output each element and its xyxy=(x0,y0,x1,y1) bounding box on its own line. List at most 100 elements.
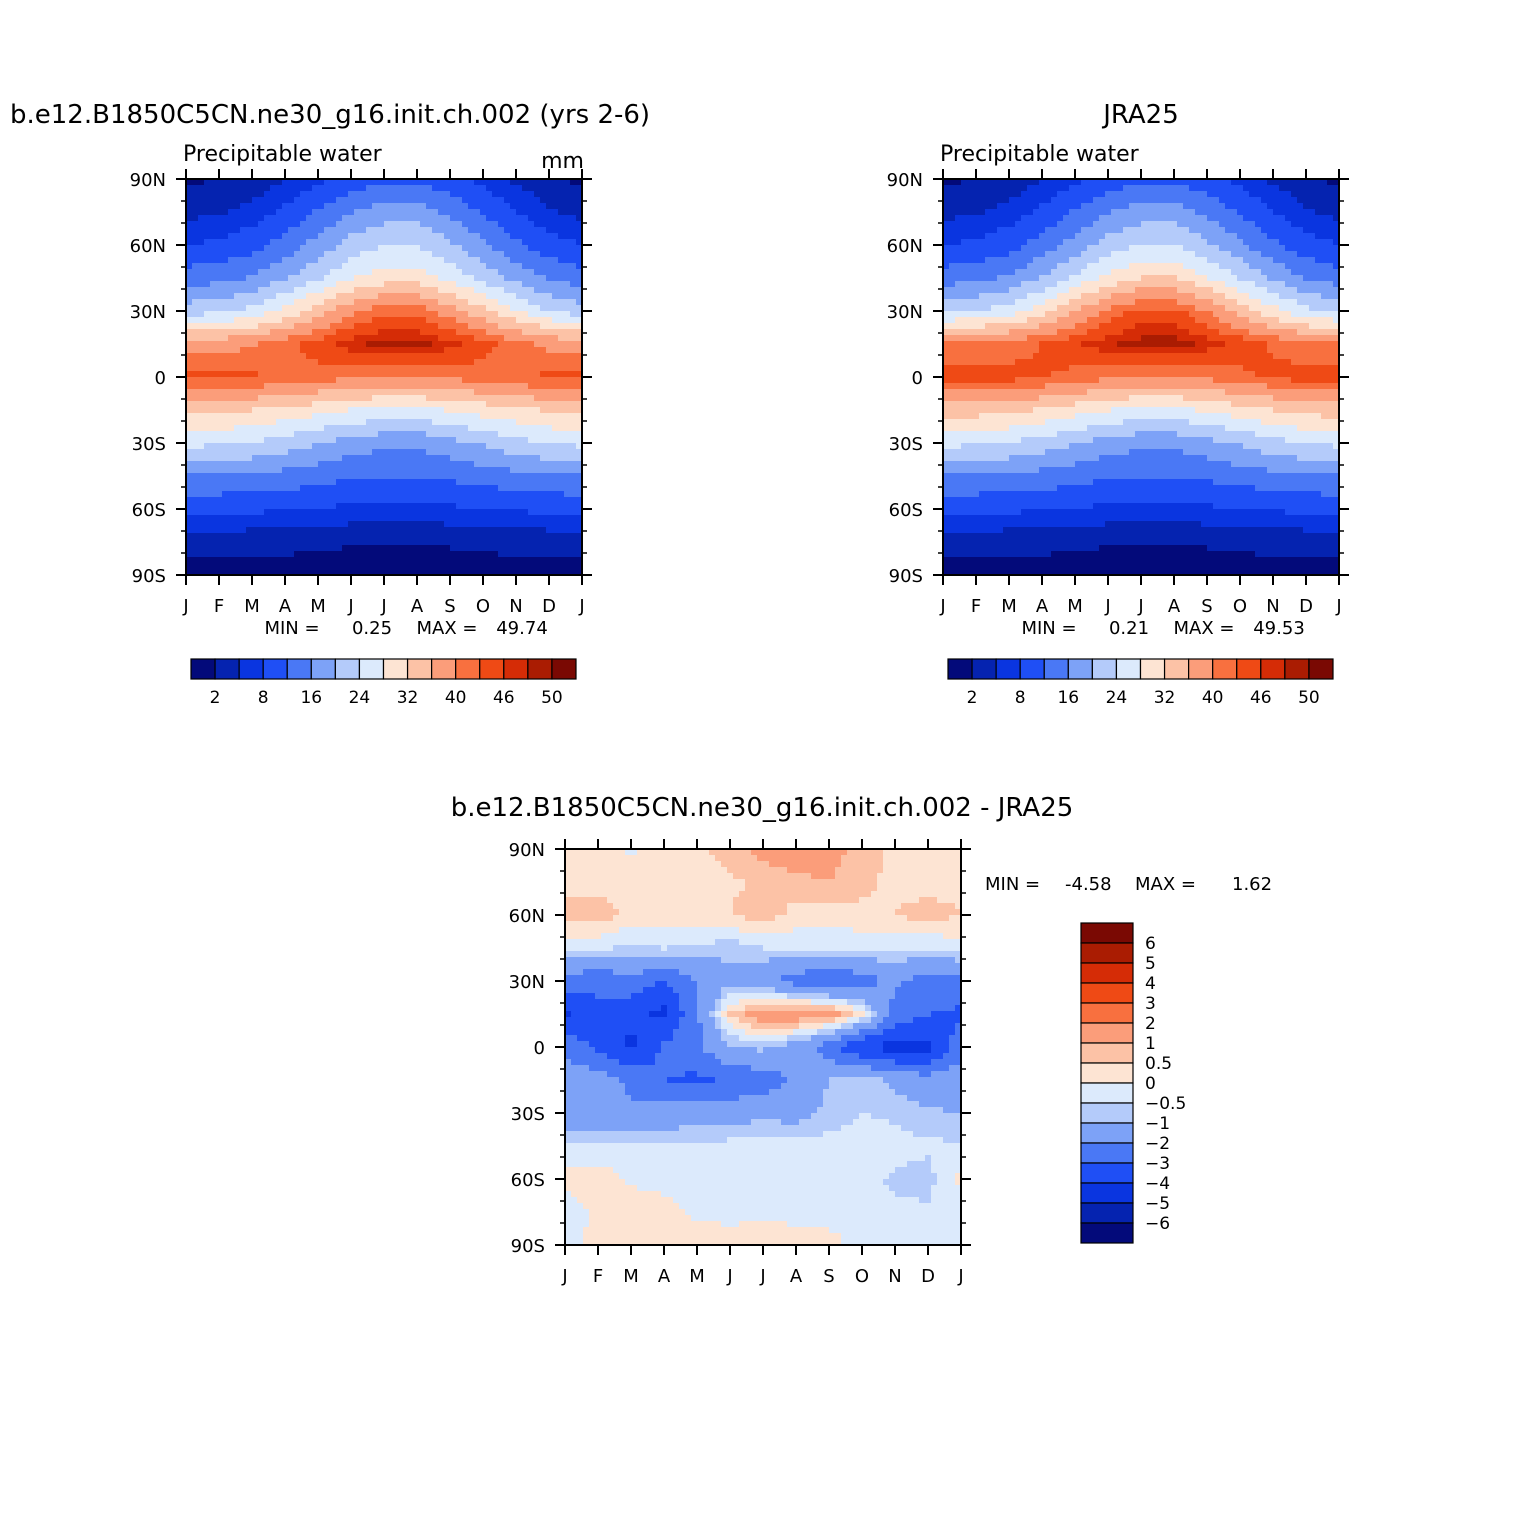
contour-cell xyxy=(438,209,445,216)
contour-cell xyxy=(576,203,583,210)
contour-cell xyxy=(246,509,253,516)
contour-cell xyxy=(1213,209,1220,216)
contour-cell xyxy=(498,395,505,402)
contour-cell xyxy=(456,299,463,306)
contour-cell xyxy=(288,251,295,258)
contour-cell xyxy=(372,437,379,444)
contour-cell xyxy=(985,221,992,228)
contour-cell xyxy=(528,233,535,240)
contour-cell xyxy=(186,275,193,282)
contour-cell xyxy=(414,239,421,246)
contour-cell xyxy=(378,275,385,282)
contour-cell xyxy=(222,461,229,468)
contour-cell xyxy=(186,371,193,378)
contour-cell xyxy=(462,473,469,480)
contour-cell xyxy=(342,485,349,492)
contour-cell xyxy=(342,431,349,438)
contour-cell xyxy=(1231,185,1238,192)
contour-cell xyxy=(432,209,439,216)
contour-cell xyxy=(228,377,235,384)
contour-cell xyxy=(1219,191,1226,198)
contour-cell xyxy=(480,269,487,276)
contour-cell xyxy=(210,335,217,342)
contour-cell xyxy=(1285,215,1292,222)
contour-cell xyxy=(1081,221,1088,228)
contour-cell xyxy=(1183,197,1190,204)
contour-cell xyxy=(306,317,313,324)
contour-cell xyxy=(390,203,397,210)
contour-cell xyxy=(204,521,211,528)
contour-cell xyxy=(570,329,577,336)
contour-cell xyxy=(342,239,349,246)
contour-cell xyxy=(474,377,481,384)
contour-cell xyxy=(462,443,469,450)
contour-cell xyxy=(258,485,265,492)
contour-cell xyxy=(234,437,241,444)
contour-cell xyxy=(1075,209,1082,216)
contour-cell xyxy=(282,473,289,480)
contour-cell xyxy=(402,539,409,546)
contour-cell xyxy=(294,401,301,408)
contour-cell xyxy=(468,443,475,450)
contour-cell xyxy=(516,317,523,324)
contour-cell xyxy=(300,395,307,402)
contour-cell xyxy=(1297,179,1304,186)
contour-cell xyxy=(360,365,367,372)
contour-cell xyxy=(570,341,577,348)
contour-cell xyxy=(943,215,950,222)
contour-cell xyxy=(576,425,583,432)
contour-cell xyxy=(426,239,433,246)
contour-cell xyxy=(378,221,385,228)
contour-cell xyxy=(288,227,295,234)
contour-cell xyxy=(1033,179,1040,186)
contour-cell xyxy=(516,281,523,288)
contour-cell xyxy=(1279,209,1286,216)
contour-cell xyxy=(240,227,247,234)
contour-cell xyxy=(492,281,499,288)
contour-cell xyxy=(210,299,217,306)
contour-cell xyxy=(420,467,427,474)
contour-cell xyxy=(348,347,355,354)
contour-cell xyxy=(390,437,397,444)
contour-cell xyxy=(564,179,571,186)
contour-cell xyxy=(1105,221,1112,228)
contour-cell xyxy=(192,347,199,354)
contour-cell xyxy=(252,347,259,354)
contour-cell xyxy=(360,491,367,498)
contour-cell xyxy=(252,323,259,330)
contour-cell xyxy=(288,551,295,558)
contour-cell xyxy=(354,431,361,438)
contour-cell xyxy=(336,479,343,486)
contour-cell xyxy=(198,209,205,216)
contour-cell xyxy=(336,179,343,186)
contour-cell xyxy=(1093,221,1100,228)
contour-cell xyxy=(396,521,403,528)
contour-cell xyxy=(348,227,355,234)
contour-cell xyxy=(432,461,439,468)
contour-cell xyxy=(546,473,553,480)
contour-cell xyxy=(258,515,265,522)
contour-cell xyxy=(558,527,565,534)
contour-cell xyxy=(186,281,193,288)
contour-cell xyxy=(498,449,505,456)
contour-cell xyxy=(216,353,223,360)
contour-cell xyxy=(462,461,469,468)
contour-cell xyxy=(1231,221,1238,228)
contour-cell xyxy=(276,377,283,384)
contour-cell xyxy=(342,323,349,330)
contour-cell xyxy=(240,443,247,450)
contour-cell xyxy=(528,437,535,444)
contour-cell xyxy=(522,251,529,258)
contour-cell xyxy=(474,521,481,528)
contour-cell xyxy=(198,293,205,300)
contour-cell xyxy=(528,383,535,390)
contour-cell xyxy=(486,245,493,252)
contour-cell xyxy=(516,329,523,336)
contour-cell xyxy=(438,227,445,234)
contour-cell xyxy=(456,557,463,564)
contour-cell xyxy=(390,425,397,432)
contour-cell xyxy=(949,221,956,228)
contour-cell xyxy=(432,257,439,264)
contour-cell xyxy=(204,323,211,330)
contour-cell xyxy=(486,395,493,402)
